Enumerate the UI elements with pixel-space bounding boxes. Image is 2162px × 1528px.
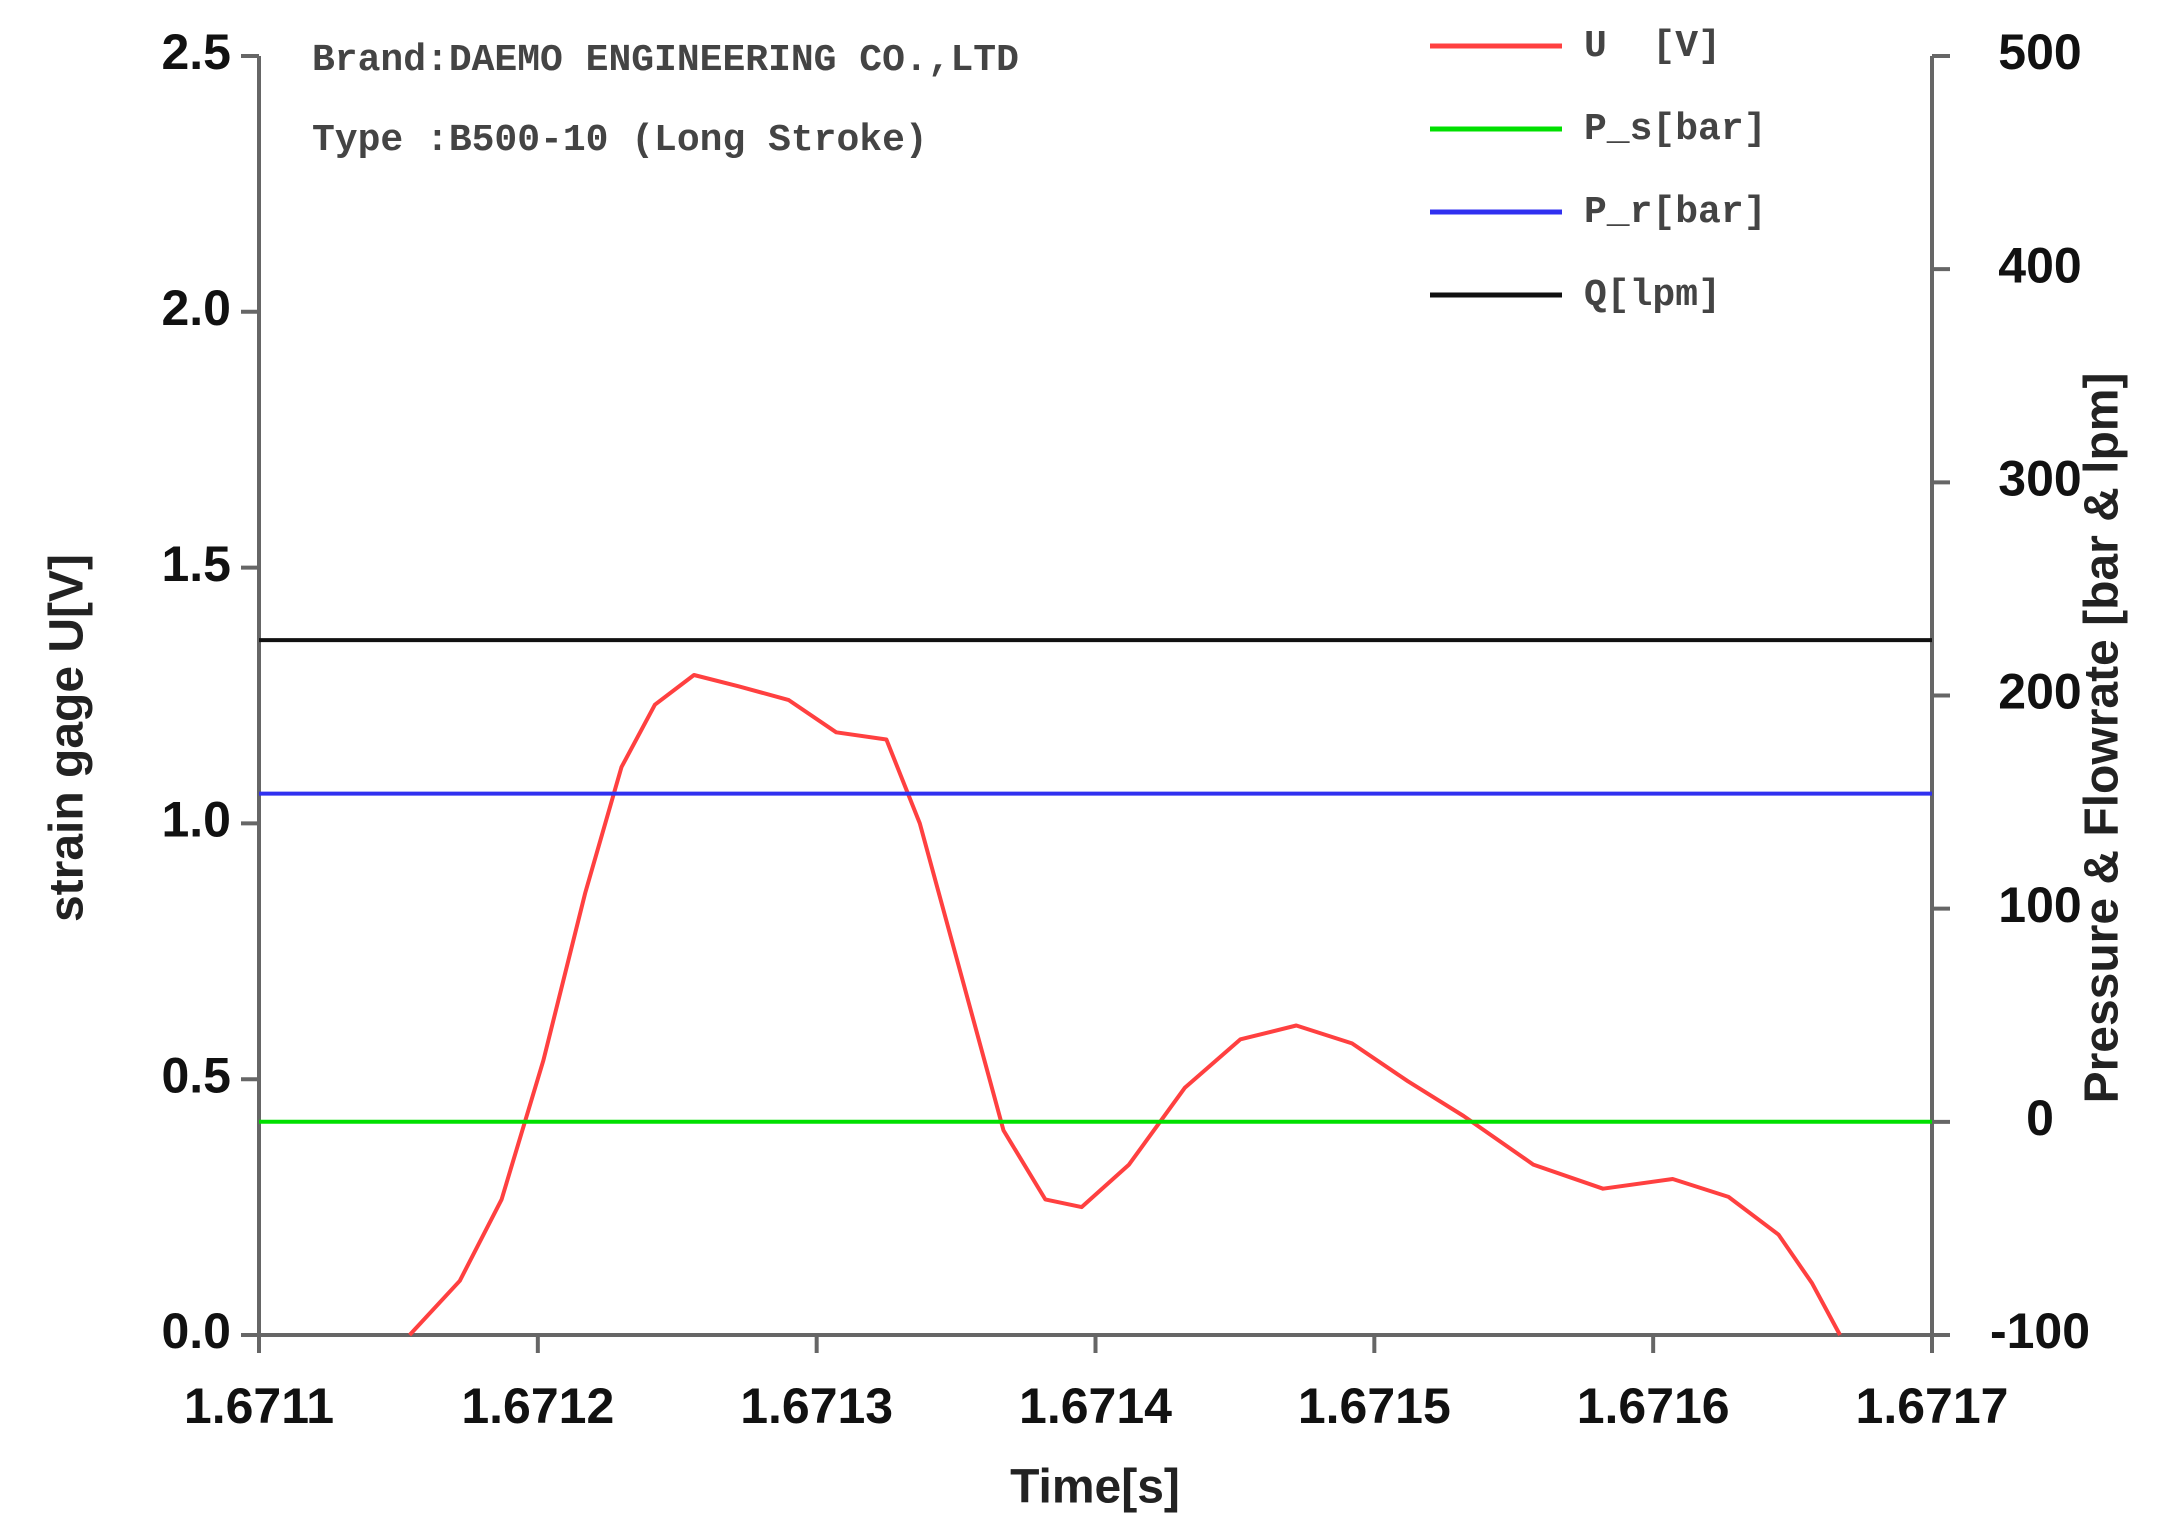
- y2-tick-label: 400: [1998, 237, 2081, 293]
- x-tick-label: 1.6717: [1856, 1378, 2009, 1434]
- annotation: Type :B500-10 (Long Stroke): [312, 119, 928, 162]
- legend-label: P_s[bar]: [1584, 108, 1766, 151]
- legend-label: U [V]: [1584, 25, 1721, 68]
- y2-tick-label: 0: [2026, 1090, 2054, 1146]
- x-tick-label: 1.6712: [461, 1378, 614, 1434]
- y-tick-label: 2.0: [161, 280, 231, 336]
- y-tick-label: 1.0: [161, 792, 231, 848]
- legend-label: P_r[bar]: [1584, 191, 1766, 234]
- y-tick-label: 0.0: [161, 1303, 231, 1359]
- annotation: Brand:DAEMO ENGINEERING CO.,LTD: [312, 39, 1019, 82]
- x-tick-label: 1.6714: [1019, 1378, 1172, 1434]
- x-tick-label: 1.6716: [1577, 1378, 1730, 1434]
- y2-axis-title: Pressure & Flowrate [bar & lpm]: [2076, 373, 2129, 1104]
- y2-tick-label: 300: [1998, 451, 2081, 507]
- y-tick-label: 0.5: [161, 1047, 231, 1103]
- y-axis-title: strain gage U[V]: [41, 554, 94, 922]
- x-tick-label: 1.6715: [1298, 1378, 1451, 1434]
- x-tick-label: 1.6711: [184, 1378, 334, 1434]
- y-tick-label: 2.5: [161, 24, 231, 80]
- y2-tick-label: 100: [1998, 877, 2081, 933]
- y2-tick-label: -100: [1990, 1303, 2090, 1359]
- y-tick-label: 1.5: [161, 536, 231, 592]
- x-axis-title: Time[s]: [1010, 1461, 1180, 1514]
- legend-label: Q[lpm]: [1584, 274, 1721, 317]
- y2-tick-label: 200: [1998, 664, 2081, 720]
- y2-tick-label: 500: [1998, 24, 2081, 80]
- series-line: [408, 673, 1842, 1337]
- x-tick-label: 1.6713: [740, 1378, 893, 1434]
